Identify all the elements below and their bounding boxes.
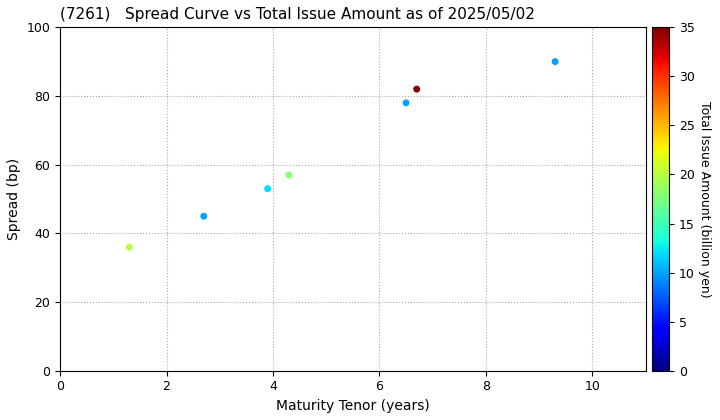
Y-axis label: Spread (bp): Spread (bp) [7,158,21,240]
X-axis label: Maturity Tenor (years): Maturity Tenor (years) [276,399,430,413]
Point [400,100,412,106]
Point [549,58,561,65]
Point [198,213,210,220]
Text: (7261)   Spread Curve vs Total Issue Amount as of 2025/05/02: (7261) Spread Curve vs Total Issue Amoun… [60,7,535,22]
Point [124,244,135,250]
Y-axis label: Total Issue Amount (billion yen): Total Issue Amount (billion yen) [698,101,711,297]
Point [411,86,423,92]
Point [283,172,294,178]
Point [262,185,274,192]
